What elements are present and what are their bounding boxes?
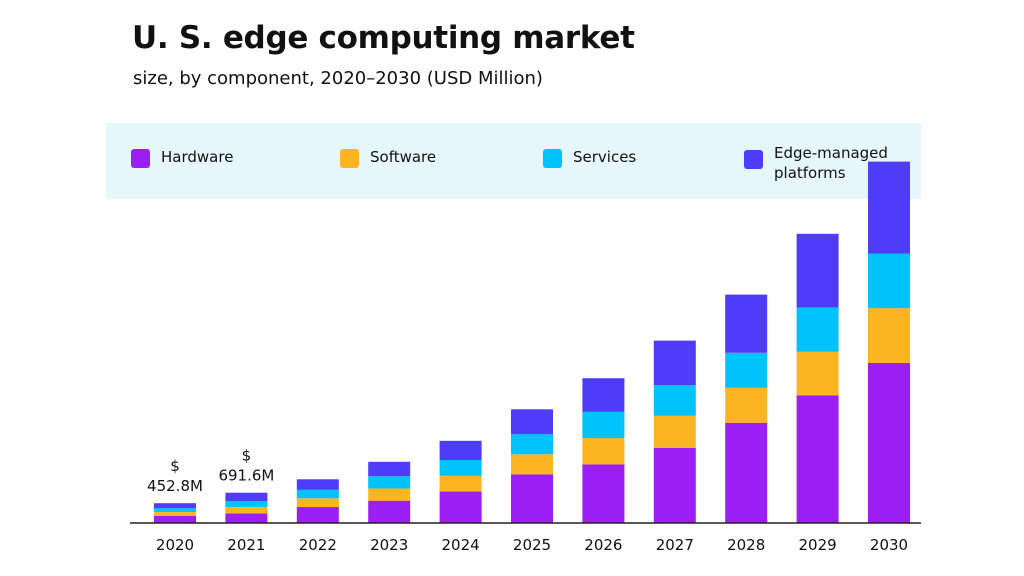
x-tick-label-2024: 2024 <box>442 536 480 554</box>
bar-segment-2020-software <box>154 512 196 516</box>
bar-segment-2023-software <box>368 488 411 501</box>
bar-segment-2021-hardware <box>225 513 268 523</box>
x-tick-label-2029: 2029 <box>799 536 837 554</box>
bar-segment-2026-services <box>582 411 625 439</box>
bar-segment-2024-services <box>439 460 482 476</box>
bar-segment-2027-edge-managed-platforms <box>653 340 696 386</box>
bar-segment-2023-hardware <box>368 500 411 523</box>
x-tick-label-2025: 2025 <box>513 536 551 554</box>
bar-segment-2020-services <box>154 508 196 512</box>
bar-segment-2026-edge-managed-platforms <box>582 378 625 412</box>
legend-label-edge-managed-platforms: Edge-managed platforms <box>774 144 888 182</box>
legend-label-services: Services <box>573 148 637 166</box>
bar-segment-2027-hardware <box>653 447 696 524</box>
data-label-value-2020: 452.8M <box>147 477 203 495</box>
legend-swatch-hardware <box>131 149 150 168</box>
bar-segment-2030-software <box>868 308 910 363</box>
legend-swatch-edge-managed-platforms <box>744 150 763 169</box>
bar-segment-2024-edge-managed-platforms <box>439 440 482 461</box>
bar-segment-2027-services <box>653 385 696 416</box>
data-labels: $452.8M $691.6M <box>147 447 274 496</box>
bar-segment-2028-services <box>725 352 768 388</box>
bar-segment-2029-services <box>796 307 839 352</box>
x-tick-label-2027: 2027 <box>656 536 694 554</box>
bar-segment-2029-hardware <box>796 395 839 524</box>
legend-label-hardware: Hardware <box>161 148 234 166</box>
x-tick-label-2030: 2030 <box>870 536 908 554</box>
data-label-currency-2021: $ <box>242 447 252 465</box>
bar-segment-2020-hardware <box>154 516 196 523</box>
bar-segment-2026-software <box>582 438 625 465</box>
bar-segment-2025-software <box>511 454 553 475</box>
legend-item-software: Software <box>340 147 510 168</box>
chart-title: U. S. edge computing market <box>132 20 635 56</box>
bar-segment-2020-edge-managed-platforms <box>154 503 196 509</box>
bar-segment-2022-edge-managed-platforms <box>296 479 339 490</box>
x-tick-label-2028: 2028 <box>727 536 765 554</box>
bar-segment-2030-hardware <box>868 362 910 523</box>
bar-segment-2021-services <box>225 501 268 508</box>
bar-segment-2029-software <box>796 351 839 396</box>
x-tick-label-2021: 2021 <box>227 536 265 554</box>
bar-segment-2022-hardware <box>296 507 339 523</box>
data-label-value-2021: 691.6M <box>218 467 274 485</box>
bar-segment-2021-edge-managed-platforms <box>225 492 268 502</box>
bar-segment-2028-hardware <box>725 422 768 523</box>
bar-segment-2024-hardware <box>439 491 482 523</box>
legend-label-software: Software <box>370 148 437 166</box>
legend-item-edge-managed-platforms: Edge-managed platforms <box>744 143 914 183</box>
bar-segment-2028-edge-managed-platforms <box>725 294 768 353</box>
legend-item-hardware: Hardware <box>131 147 301 168</box>
bar-segment-2029-edge-managed-platforms <box>796 233 839 308</box>
bar-segment-2021-software <box>225 507 268 514</box>
bar-segment-2030-edge-managed-platforms <box>868 161 910 254</box>
bar-segment-2026-hardware <box>582 464 625 523</box>
bar-segment-2024-software <box>439 475 482 492</box>
x-tick-label-2020: 2020 <box>156 536 194 554</box>
x-tick-labels: 2020 2021 2022 2023 2024 2025 2026 2027 2028 2029… <box>156 536 908 554</box>
bar-segment-2022-services <box>296 489 339 499</box>
bar-segment-2022-software <box>296 498 339 508</box>
data-label-currency-2020: $ <box>170 457 180 475</box>
bar-segment-2023-services <box>368 476 411 489</box>
bar-segment-2025-hardware <box>511 474 553 523</box>
x-tick-label-2026: 2026 <box>584 536 622 554</box>
bar-segment-2025-edge-managed-platforms <box>511 409 553 435</box>
x-tick-label-2023: 2023 <box>370 536 408 554</box>
bar-segment-2030-services <box>868 253 910 309</box>
bars-group <box>154 161 910 524</box>
legend-item-services: Services <box>543 147 713 168</box>
bar-segment-2023-edge-managed-platforms <box>368 461 411 477</box>
bar-segment-2028-software <box>725 387 768 423</box>
legend: Hardware Software Services Edge-managed … <box>106 123 921 199</box>
chart-subtitle: size, by component, 2020–2030 (USD Milli… <box>133 68 543 89</box>
x-tick-label-2022: 2022 <box>299 536 337 554</box>
legend-swatch-services <box>543 149 562 168</box>
legend-swatch-software <box>340 149 359 168</box>
bar-segment-2025-services <box>511 434 553 455</box>
bar-segment-2027-software <box>653 415 696 448</box>
